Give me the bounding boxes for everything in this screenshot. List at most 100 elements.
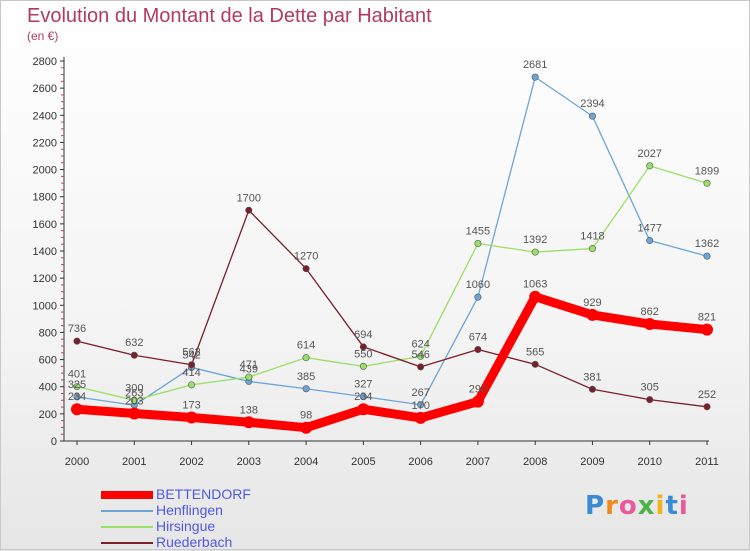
data-point-henflingen [417, 401, 425, 409]
data-point-hirsingue [646, 162, 654, 170]
x-tick-label: 2001 [122, 456, 146, 468]
x-tick-label: 2005 [351, 456, 375, 468]
x-tick-label: 2006 [408, 456, 432, 468]
legend-swatch [101, 542, 153, 544]
data-label: 267 [411, 387, 429, 399]
legend-swatch [101, 526, 153, 528]
data-point-bettendorf [643, 318, 656, 331]
x-tick-label: 2010 [637, 456, 661, 468]
series-line-hirsingue [76, 165, 708, 401]
data-label: 632 [125, 337, 143, 349]
legend-swatch [101, 510, 153, 512]
data-point-hirsingue [302, 354, 310, 362]
data-point-hirsingue [531, 248, 539, 256]
data-label: 1899 [695, 165, 719, 177]
data-point-ruederbach [245, 206, 253, 214]
data-label: 234 [68, 391, 86, 403]
data-point-hirsingue [588, 245, 596, 253]
data-point-henflingen [474, 293, 482, 301]
data-point-bettendorf [300, 421, 313, 434]
data-label: 305 [641, 382, 659, 394]
data-label: 550 [354, 348, 372, 360]
data-point-henflingen [302, 385, 310, 393]
data-label: 300 [125, 382, 143, 394]
data-label: 170 [411, 400, 429, 412]
data-point-bettendorf [71, 403, 83, 416]
data-label: 327 [354, 379, 372, 391]
data-point-bettendorf [701, 323, 713, 336]
legend-label: Ruederbach [156, 534, 233, 550]
data-label: 2394 [580, 98, 604, 110]
data-point-ruederbach [531, 360, 539, 368]
data-label: 1392 [523, 234, 547, 246]
y-tick-label: 200 [39, 409, 57, 421]
y-tick-label: 1600 [33, 219, 57, 231]
data-point-hirsingue [73, 383, 81, 391]
proxiti-logo: Proxiti [585, 491, 689, 521]
data-point-hirsingue [417, 352, 425, 360]
y-tick-label: 2000 [33, 165, 57, 177]
data-label: 929 [583, 297, 601, 309]
x-tick-label: 2011 [695, 456, 719, 468]
data-label: 401 [68, 369, 86, 381]
data-label: 614 [297, 340, 315, 352]
data-label: 546 [411, 349, 429, 361]
data-point-ruederbach [588, 385, 596, 393]
data-point-bettendorf [414, 411, 427, 424]
data-label: 234 [354, 391, 372, 403]
data-point-hirsingue [130, 396, 138, 404]
x-tick-label: 2009 [580, 456, 604, 468]
data-label: 1700 [237, 192, 261, 204]
data-label: 385 [297, 371, 315, 383]
data-point-henflingen [73, 393, 81, 401]
y-tick-label: 2400 [33, 110, 57, 122]
y-tick-label: 800 [39, 327, 57, 339]
x-tick-label: 2000 [65, 456, 89, 468]
data-point-ruederbach [646, 396, 654, 404]
data-point-hirsingue [703, 179, 711, 187]
y-tick-label: 0 [51, 436, 57, 448]
data-point-hirsingue [359, 362, 367, 370]
x-tick-label: 2004 [294, 456, 318, 468]
data-label: 173 [182, 400, 200, 412]
data-point-ruederbach [73, 337, 81, 345]
data-point-ruederbach [474, 346, 482, 354]
series-line-henflingen [76, 76, 708, 406]
data-point-ruederbach [359, 343, 367, 351]
data-point-henflingen [531, 73, 539, 81]
data-label: 381 [583, 371, 601, 383]
series-line-bettendorf [72, 292, 712, 433]
data-point-bettendorf [242, 416, 255, 429]
data-label: 98 [300, 410, 312, 422]
y-tick-label: 2600 [33, 83, 57, 95]
data-point-hirsingue [188, 381, 196, 389]
data-point-bettendorf [185, 411, 198, 424]
data-label: 203 [125, 395, 143, 407]
chart-title: Evolution du Montant de la Dette par Hab… [27, 5, 432, 27]
x-tick-label: 2008 [523, 456, 547, 468]
data-label: 862 [641, 306, 659, 318]
x-tick-label: 2002 [179, 456, 203, 468]
data-label: 2027 [637, 148, 661, 160]
data-point-hirsingue [474, 240, 482, 248]
y-tick-label: 1000 [33, 300, 57, 312]
data-point-ruederbach [302, 265, 310, 273]
data-label: 1362 [695, 238, 719, 250]
y-tick-label: 1200 [33, 273, 57, 285]
data-label: 1455 [466, 226, 490, 238]
data-point-ruederbach [703, 403, 711, 411]
legend-label: Hirsingue [156, 518, 216, 534]
x-tick-label: 2003 [237, 456, 261, 468]
y-tick-label: 1800 [33, 192, 57, 204]
data-label: 1060 [466, 279, 490, 291]
data-label: 736 [68, 323, 86, 335]
y-tick-label: 400 [39, 382, 57, 394]
data-label: 694 [354, 329, 372, 341]
y-tick-label: 2200 [33, 137, 57, 149]
data-point-henflingen [703, 252, 711, 260]
data-label: 1418 [580, 231, 604, 243]
x-tick-label: 2007 [466, 456, 490, 468]
data-point-bettendorf [586, 308, 599, 321]
